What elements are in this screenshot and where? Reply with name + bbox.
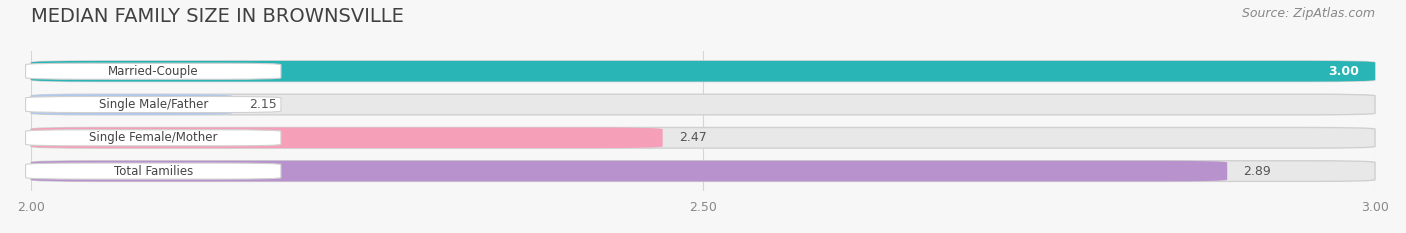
FancyBboxPatch shape (31, 61, 1375, 82)
FancyBboxPatch shape (31, 127, 662, 148)
FancyBboxPatch shape (25, 163, 281, 179)
Text: Married-Couple: Married-Couple (108, 65, 198, 78)
FancyBboxPatch shape (31, 61, 1375, 82)
FancyBboxPatch shape (25, 96, 281, 113)
FancyBboxPatch shape (31, 161, 1227, 182)
Text: Single Male/Father: Single Male/Father (98, 98, 208, 111)
FancyBboxPatch shape (31, 94, 232, 115)
Text: Total Families: Total Families (114, 164, 193, 178)
FancyBboxPatch shape (31, 161, 1375, 182)
FancyBboxPatch shape (31, 94, 1375, 115)
Text: Source: ZipAtlas.com: Source: ZipAtlas.com (1241, 7, 1375, 20)
Text: 2.89: 2.89 (1243, 164, 1271, 178)
Text: 2.47: 2.47 (679, 131, 707, 144)
Text: Single Female/Mother: Single Female/Mother (89, 131, 218, 144)
Text: MEDIAN FAMILY SIZE IN BROWNSVILLE: MEDIAN FAMILY SIZE IN BROWNSVILLE (31, 7, 404, 26)
Text: 2.15: 2.15 (249, 98, 277, 111)
Text: 3.00: 3.00 (1329, 65, 1360, 78)
FancyBboxPatch shape (25, 130, 281, 146)
FancyBboxPatch shape (25, 63, 281, 79)
FancyBboxPatch shape (31, 127, 1375, 148)
